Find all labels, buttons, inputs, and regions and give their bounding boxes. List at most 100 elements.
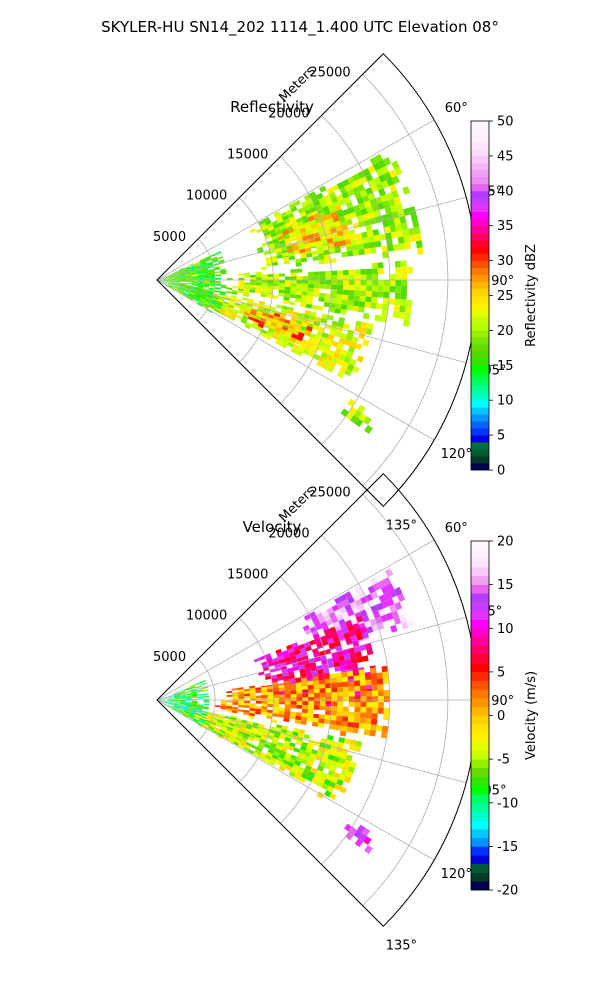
refl-echo-gate [337, 270, 344, 276]
refl-echo-gate [185, 284, 192, 287]
refl-echo-gate [295, 262, 302, 267]
vel-echo-gate [232, 728, 239, 733]
vel-echo-gate [261, 706, 268, 710]
refl-echo-gate [243, 286, 250, 290]
vel-echo-gate [184, 709, 190, 713]
refl-echo-gate [275, 248, 282, 253]
vel-echo-gate [191, 693, 198, 696]
vel-echo-gate [278, 687, 285, 692]
refl-echo-gate [355, 343, 363, 351]
vel-echo-gate [168, 702, 175, 705]
vel-echo-gate [266, 685, 273, 690]
refl-echo-gate [200, 260, 207, 265]
vel-echo-gate [249, 703, 256, 706]
vel-echo-gate [286, 730, 294, 735]
vel-echo-gate [203, 703, 210, 706]
refl-echo-gate [180, 279, 187, 280]
refl-echo-gate [228, 316, 236, 321]
refl-echo-gate [356, 355, 365, 363]
vel-echo-south [188, 707, 363, 801]
vel-echo-gate [298, 643, 306, 650]
vel-echo-gate [200, 680, 206, 684]
refl-echo-gate [316, 192, 324, 200]
vel-echo-gate [298, 749, 306, 755]
refl-echo-gate [197, 278, 204, 280]
vel-echo-gate [336, 613, 344, 622]
refl-echo-gate [212, 259, 219, 263]
refl-colorbar-segment [471, 456, 489, 464]
refl-echo-gate [290, 236, 297, 242]
refl-echo-gate [330, 211, 338, 218]
refl-echo-gate [356, 238, 364, 245]
vel-echo-gate [348, 701, 355, 707]
vel-echo-gate [285, 752, 292, 758]
vel-echo-gate [244, 730, 251, 735]
vel-echo-gate [308, 757, 315, 764]
refl-colorbar-segment [471, 372, 489, 380]
vel-echo-gate [242, 734, 249, 740]
refl-echo-gate [292, 311, 299, 317]
vel-echo-gate [245, 728, 252, 733]
vel-echo-gate [334, 751, 342, 758]
refl-echo-gate [308, 271, 314, 276]
vel-echo-gate [226, 700, 233, 703]
refl-colorbar-segment [471, 197, 489, 206]
vel-echo-gate [372, 582, 381, 591]
refl-echo-gate [208, 287, 215, 291]
refl-echo-gate [366, 285, 373, 292]
refl-echo-gate [342, 208, 350, 216]
vel-echo-gate [282, 743, 289, 749]
refl-colorbar-segment [471, 253, 489, 261]
refl-echo-gate [329, 329, 336, 336]
refl-echo-gate [354, 290, 361, 296]
vel-echo-gate [352, 640, 360, 648]
refl-echo-gate [174, 281, 181, 283]
refl-angle-tick-label: 90° [491, 274, 514, 289]
vel-echo-gate [167, 704, 173, 708]
vel-echo-gate [318, 776, 326, 784]
refl-echo-gate [402, 229, 410, 237]
refl-echo-gate [366, 206, 374, 214]
refl-echo-gate [221, 306, 228, 311]
refl-echo-gate [178, 288, 184, 292]
refl-echo-gate [344, 368, 353, 377]
vel-colorbar-segment [471, 593, 489, 603]
vel-echo-gate [337, 706, 344, 712]
vel-echo-gate [168, 702, 175, 704]
refl-echo-gate [270, 232, 277, 238]
vel-echo-gate [359, 679, 366, 686]
refl-echo-gate [325, 275, 332, 280]
vel-echo-gate [211, 718, 218, 723]
vel-echo-gate [302, 624, 310, 632]
refl-echo-gate [345, 334, 353, 342]
refl-echo-gate [279, 283, 285, 287]
refl-echo-gate [217, 299, 224, 303]
vel-colorbar-segment [471, 872, 489, 882]
refl-echo-gate [360, 269, 367, 275]
refl-echo-gate [221, 304, 228, 309]
refl-echo-gate [318, 255, 325, 261]
vel-echo-gate [244, 693, 250, 697]
vel-echo-gate [344, 738, 351, 745]
vel-colorbar-segment [471, 558, 489, 568]
refl-echo-gate [308, 284, 314, 289]
refl-echo-gate [327, 203, 335, 211]
refl-echo-gate [270, 321, 278, 327]
refl-echo-gate [395, 203, 404, 211]
vel-echo-gate [338, 774, 346, 782]
vel-echo-gate [288, 651, 296, 657]
vel-echo-gate [238, 693, 245, 697]
refl-echo-gate [377, 262, 384, 269]
refl-colorbar-segment [471, 393, 489, 401]
vel-echo-gate [372, 701, 379, 708]
refl-echo-gate [167, 284, 173, 288]
vel-echo-gate [174, 697, 181, 699]
vel-echo-gate [284, 701, 291, 705]
refl-echo-gate [320, 201, 328, 209]
vel-echo-gate [248, 713, 255, 717]
vel-echo-gate [325, 697, 332, 702]
refl-echo-gate [325, 280, 332, 285]
vel-echo-gate [280, 762, 288, 769]
refl-echo-gate [267, 240, 274, 245]
vel-echo-gate [198, 720, 205, 724]
